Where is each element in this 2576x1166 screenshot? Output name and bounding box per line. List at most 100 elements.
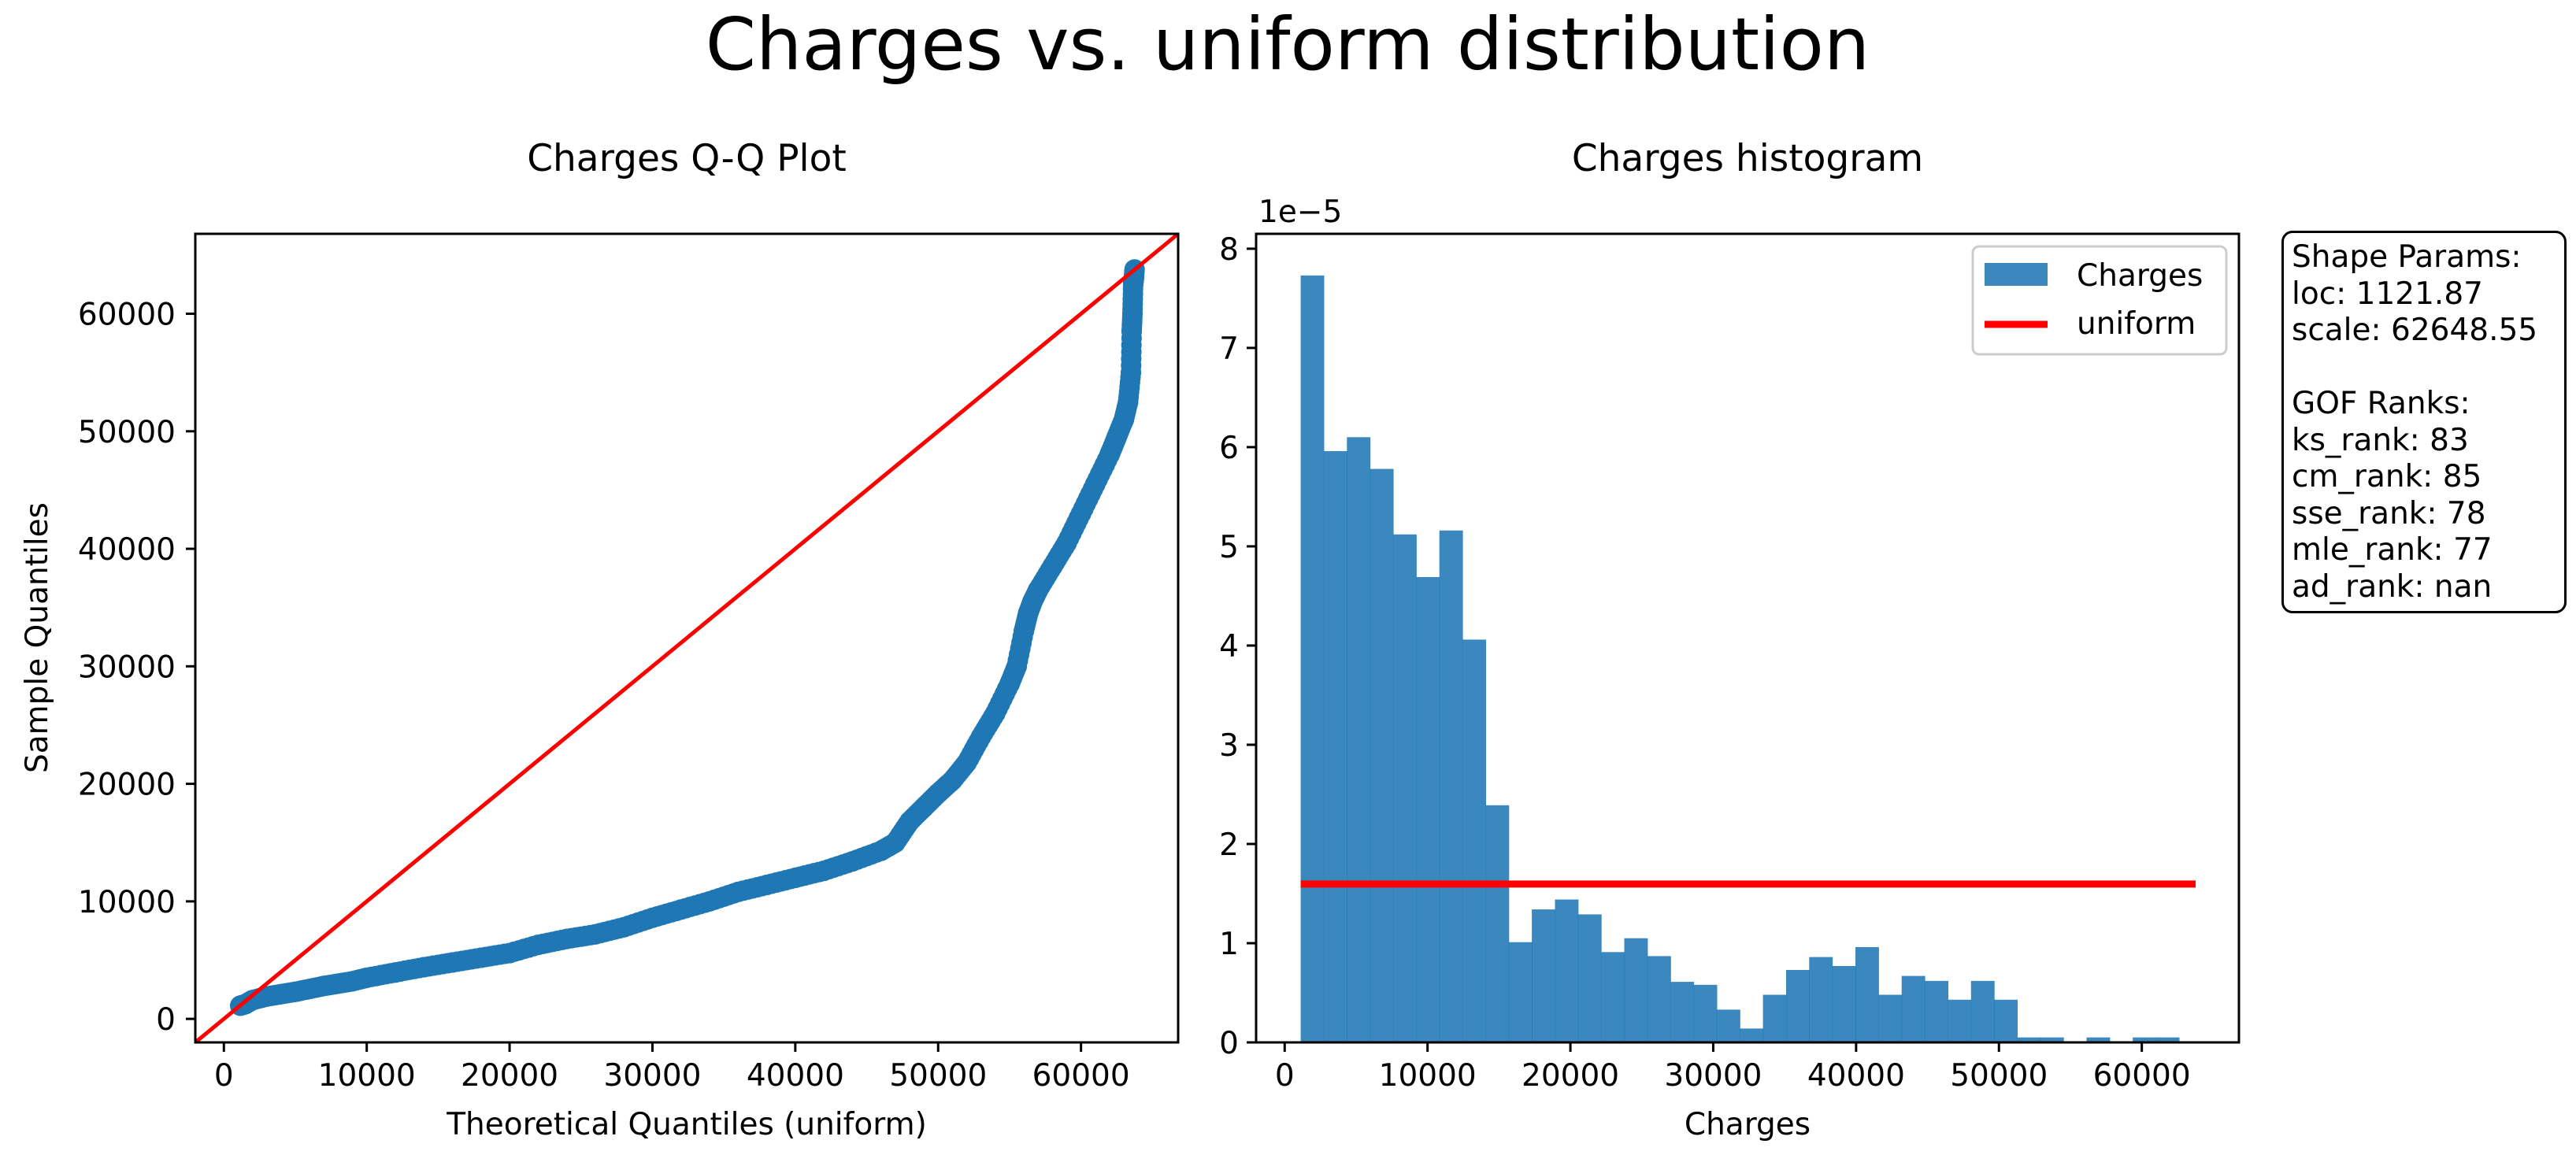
histogram: Charges histogram 0 10000 20000 30000 40000 5… [1219,137,2241,1142]
qq-point [784,868,806,888]
legend-label-charges: Charges [2077,258,2203,294]
histogram-y-axis: 0 1 2 3 4 5 6 7 8 [1219,232,1256,1061]
histogram-bar [1878,994,1903,1042]
histogram-bar [1485,805,1510,1042]
histogram-x-tick-label: 10000 [1379,1058,1477,1094]
qq-y-tick-label: 60000 [78,298,176,333]
histogram-x-tick-label: 20000 [1522,1058,1619,1094]
histogram-bar [1693,984,1718,1042]
histogram-y-tick-label: 5 [1219,530,1239,565]
mle-rank: mle_rank: 77 [2292,532,2493,568]
ks-rank: ks_rank: 83 [2292,422,2469,458]
qq-point [728,881,749,902]
qq-point [1122,303,1143,324]
histogram-bar [1462,639,1486,1042]
histogram-bar [1393,534,1417,1042]
histogram-y-tick-label: 7 [1219,331,1239,367]
qq-point [1099,444,1120,465]
qq-point [470,947,491,968]
histogram-x-tick-label: 40000 [1807,1058,1905,1094]
histogram-x-tick-label: 60000 [2093,1058,2191,1094]
qq-point [642,907,663,928]
qq-point [1056,532,1077,553]
histogram-bar [1948,999,1972,1042]
qq-x-tick-label: 40000 [747,1058,844,1094]
histogram-x-tick-label: 30000 [1664,1058,1762,1094]
legend-swatch-charges [1985,263,2048,286]
figure-title: Charges vs. uniform distribution [706,2,1870,87]
qq-x-axis: 0 10000 20000 30000 40000 50000 60000 [214,1042,1130,1094]
qq-x-tick-label: 30000 [603,1058,701,1094]
qq-y-tick-label: 50000 [78,415,176,450]
qq-x-tick-label: 50000 [889,1058,987,1094]
histogram-frame [1255,232,2241,1044]
histogram-bar [1300,275,1325,1042]
qq-point [914,797,935,818]
qq-point [1014,620,1035,642]
qq-point [1084,474,1106,494]
histogram-bar [1370,468,1394,1042]
histogram-bar [1647,956,1671,1042]
shape-params-heading: Shape Params: [2292,239,2522,275]
qq-point [1070,503,1092,524]
qq-point [556,928,577,949]
histogram-bar [2040,1037,2064,1042]
qq-y-tick-label: 40000 [78,532,176,568]
histogram-bar [1994,999,2018,1042]
histogram-x-tick-label: 50000 [1950,1058,2048,1094]
qq-point [970,726,991,747]
histogram-legend: Charges uniform [1971,245,2228,356]
histogram-bar [1740,1028,1764,1042]
histogram-bars-group [1300,275,2180,1042]
qq-point [928,783,949,804]
scale-value: scale: 62648.55 [2292,313,2538,348]
qq-point [584,924,606,945]
qq-y-axis-label: Sample Quantiles [20,502,55,773]
qq-point [956,752,977,773]
histogram-y-tick-label: 1 [1219,927,1239,962]
histogram-bar [1716,1009,1740,1042]
histogram-y-tick-label: 2 [1219,827,1239,863]
qq-point [899,811,920,832]
histogram-bar [1416,577,1440,1042]
histogram-bar [2155,1037,2180,1042]
qq-point [356,967,377,988]
qq-y-tick-label: 30000 [78,650,176,685]
histogram-x-tick-label: 0 [1275,1058,1295,1094]
histogram-bar [1508,942,1533,1042]
qq-y-tick-label: 20000 [78,768,176,803]
qq-point [528,935,549,956]
qq-point [942,770,963,791]
histogram-bar [1624,938,1648,1042]
qq-point [499,942,521,964]
qq-point [1118,391,1139,413]
histogram-title: Charges histogram [1572,137,1923,180]
qq-plot-frame [194,232,1180,1044]
qq-point [1106,427,1127,448]
histogram-bar [1347,437,1371,1042]
qq-point [670,899,691,920]
histogram-bar [1324,451,1347,1042]
ad-rank: ad_rank: nan [2292,568,2493,605]
qq-point [1028,579,1049,601]
fit-info-box: Shape Params: loc: 1121.87 scale: 62648.… [2281,231,2567,613]
qq-y-tick-label: 0 [156,1002,176,1038]
loc-value: loc: 1121.87 [2292,276,2483,312]
qq-point [756,875,777,895]
qq-x-tick-label: 0 [214,1058,234,1094]
histogram-bar [1809,957,1833,1042]
qq-x-tick-label: 10000 [318,1058,416,1094]
histogram-bar [2017,1037,2041,1042]
qq-point [1121,320,1142,342]
qq-point [984,703,1006,724]
histogram-y-multiplier: 1e−5 [1258,194,1342,230]
histogram-bar [1855,947,1879,1042]
histogram-bar [1970,980,1995,1042]
qq-point [413,957,435,978]
qq-point [1042,556,1063,577]
qq-point [1006,656,1027,677]
qq-plot: Charges Q-Q Plot 0 10000 20000 30000 40000 50… [20,137,1180,1142]
histogram-y-tick-label: 3 [1219,728,1239,764]
qq-point [613,916,635,938]
legend-label-uniform: uniform [2077,306,2196,342]
